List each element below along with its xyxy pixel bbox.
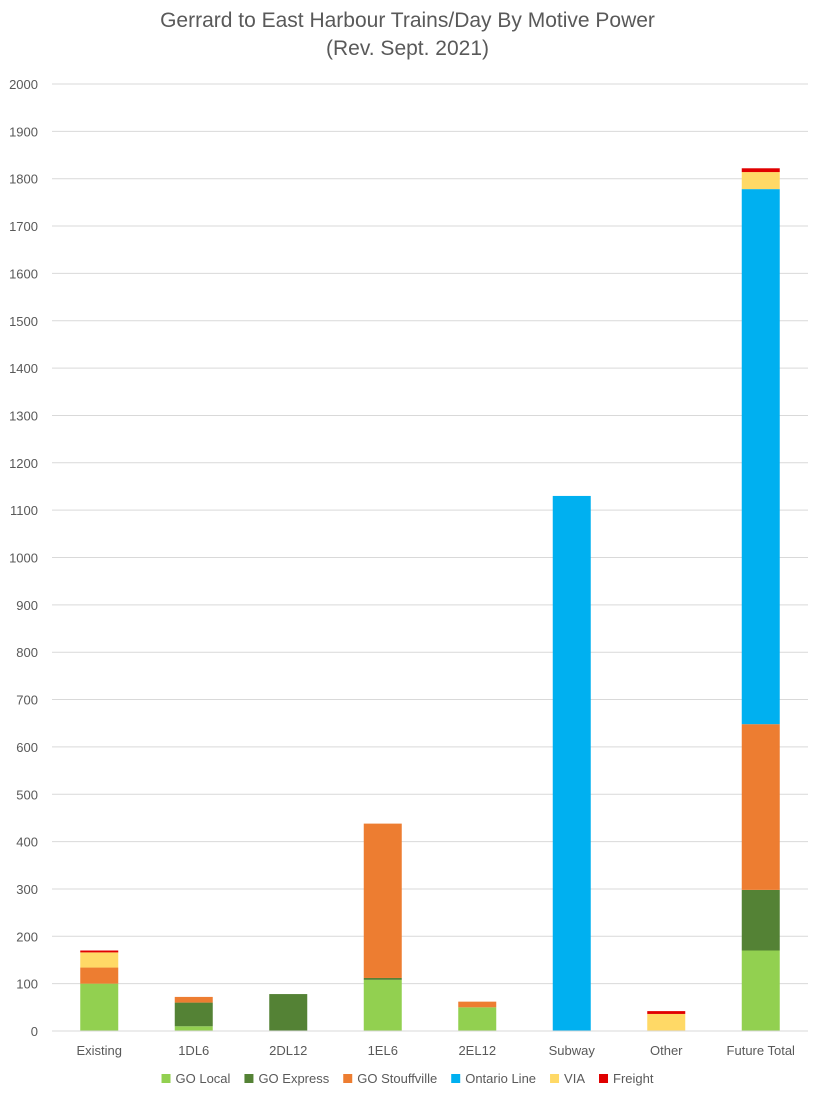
bar-segment — [458, 1001, 497, 1008]
legend-swatch — [161, 1074, 171, 1083]
bar-segment — [80, 950, 119, 953]
y-tick-label: 800 — [16, 645, 38, 660]
chart-subtitle: (Rev. Sept. 2021) — [325, 37, 490, 60]
y-tick-label: 1200 — [9, 456, 38, 471]
y-tick-label: 400 — [16, 835, 38, 850]
y-tick-label: 2000 — [9, 77, 38, 92]
y-tick-label: 500 — [16, 787, 38, 802]
y-tick-label: 700 — [16, 693, 38, 708]
bar-segment — [363, 979, 402, 1031]
x-tick-label: Existing — [76, 1043, 122, 1058]
y-tick-label: 1600 — [9, 266, 38, 281]
legend-swatch — [343, 1074, 353, 1083]
y-tick-label: 1100 — [10, 503, 38, 518]
bar-segment — [269, 994, 308, 1031]
bar-segment — [363, 823, 402, 978]
y-tick-label: 900 — [16, 598, 38, 613]
y-tick-label: 600 — [16, 740, 38, 755]
x-tick-label: Future Total — [727, 1043, 796, 1058]
legend-swatch — [599, 1074, 609, 1083]
y-tick-label: 1500 — [9, 314, 38, 329]
y-tick-label: 1900 — [9, 124, 38, 139]
bar-segment — [741, 168, 780, 173]
legend: GO Local GO Express GO Stouffville Ontario … — [161, 1071, 654, 1086]
x-tick-label: 2EL12 — [458, 1043, 496, 1058]
x-tick-label: 1EL6 — [368, 1043, 398, 1058]
y-tick-label: 1000 — [9, 551, 38, 566]
bar-segment — [647, 1011, 686, 1014]
legend-label: GO Express — [258, 1071, 329, 1086]
legend-swatch — [550, 1074, 560, 1083]
bar-segment — [80, 952, 119, 968]
bar-segment — [741, 950, 780, 1031]
legend-swatch — [244, 1074, 254, 1083]
y-tick-label: 200 — [16, 929, 38, 944]
x-tick-label: 1DL6 — [178, 1043, 209, 1058]
legend-label: GO Stouffville — [357, 1071, 437, 1086]
x-tick-label: Other — [650, 1043, 683, 1058]
y-tick-label: 100 — [16, 977, 38, 992]
bar-segment — [741, 724, 780, 890]
bar-segment — [552, 495, 591, 1031]
x-tick-label: 2DL12 — [269, 1043, 307, 1058]
bar-segment — [741, 189, 780, 725]
legend-swatch — [451, 1074, 461, 1083]
y-tick-label: 1800 — [9, 172, 38, 187]
legend-label: GO Local — [176, 1071, 231, 1086]
y-tick-label: 1300 — [9, 408, 38, 423]
y-tick-label: 0 — [31, 1024, 38, 1039]
bar-segment — [174, 1002, 213, 1027]
chart-title: Gerrard to East Harbour Trains/Day By Mo… — [160, 9, 655, 32]
x-tick-label: Subway — [549, 1043, 596, 1058]
bar-segment — [174, 1026, 213, 1031]
bar-segment — [458, 1007, 497, 1031]
y-tick-label: 1400 — [9, 361, 38, 376]
y-tick-label: 1700 — [9, 219, 38, 234]
bar-segment — [80, 967, 119, 984]
y-tick-label: 300 — [16, 882, 38, 897]
bar-segment — [647, 1013, 686, 1031]
bar-segment — [174, 996, 213, 1003]
legend-label: Ontario Line — [465, 1071, 536, 1086]
bar-segment — [741, 889, 780, 951]
legend-label: Freight — [613, 1071, 654, 1086]
bar-segment — [363, 977, 402, 980]
legend-label: VIA — [564, 1071, 585, 1086]
bar-segment — [741, 172, 780, 190]
bar-segment — [80, 983, 119, 1031]
